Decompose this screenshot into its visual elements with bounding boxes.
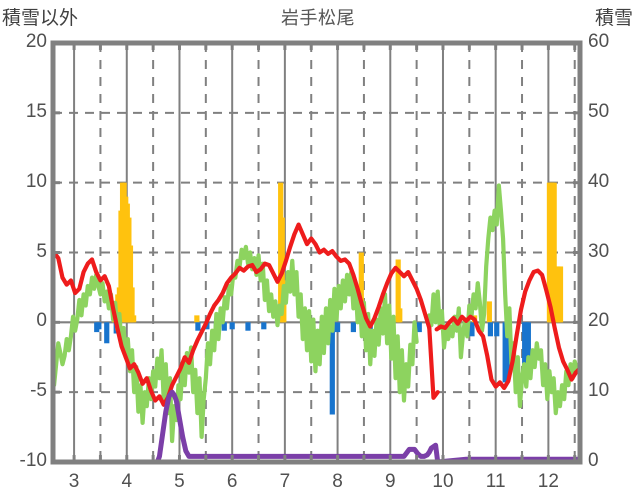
left-tick-label: -10 <box>19 450 47 471</box>
blue-bars-negative <box>261 322 267 330</box>
x-tick-label: 6 <box>226 471 238 492</box>
red-line <box>434 268 578 391</box>
page-title: 岩手松尾 <box>281 8 355 28</box>
red-line-tail <box>427 325 440 400</box>
x-tick-label: 8 <box>332 471 343 492</box>
blue-bars-negative <box>525 322 531 373</box>
snow-depth-bars-positive <box>551 182 557 323</box>
snow-depth-bars-positive <box>194 315 200 323</box>
right-tick-label: 50 <box>588 100 610 122</box>
x-tick-label: 7 <box>279 471 291 492</box>
x-tick-label: 3 <box>68 471 80 492</box>
axis-ticks <box>53 41 580 464</box>
left-tick-label: 20 <box>25 31 47 52</box>
purple-line <box>51 389 583 465</box>
blue-bars-negative <box>334 322 341 333</box>
left-tick-label: 5 <box>36 240 47 262</box>
snow-depth-bars-positive <box>131 315 137 323</box>
snow-depth-bars-positive <box>397 308 403 323</box>
snow-depth-bars-positive <box>127 245 134 323</box>
x-tick-label: 10 <box>432 471 454 492</box>
blue-bars-negative <box>195 322 201 331</box>
left-tick-label: 10 <box>25 170 47 192</box>
snow-depth-bars-positive <box>557 266 564 323</box>
snow-depth-bars-positive <box>129 287 135 323</box>
blue-bars-negative <box>245 322 251 331</box>
right-tick-label: 30 <box>588 240 610 262</box>
snow-depth-bars-positive <box>395 259 401 323</box>
blue-bars-negative <box>504 322 510 379</box>
blue-bars-negative <box>416 322 422 333</box>
right-tick-label: 20 <box>588 310 610 332</box>
x-tick-label: 4 <box>121 471 133 492</box>
right-tick-label: 0 <box>588 450 599 471</box>
right-axis-title: 積雪 <box>594 8 633 29</box>
blue-bars-negative <box>487 322 494 337</box>
blue-bars-negative <box>221 322 227 331</box>
series-layer <box>51 182 583 465</box>
left-tick-label: 15 <box>25 100 47 122</box>
left-axis-title: 積雪以外 <box>2 8 79 29</box>
blue-bars-negative <box>104 322 110 344</box>
blue-bars-negative <box>469 322 475 337</box>
red-line <box>51 222 432 407</box>
blue-bars-negative <box>329 322 335 415</box>
blue-bars-negative <box>96 322 102 330</box>
blue-bars-negative <box>494 322 500 337</box>
right-tick-label: 60 <box>588 31 610 52</box>
x-tick-label: 9 <box>384 471 396 492</box>
x-tick-label: 5 <box>174 471 185 492</box>
x-tick-label: 12 <box>537 471 559 492</box>
right-tick-label: 10 <box>588 380 610 402</box>
right-tick-label: 40 <box>588 170 610 192</box>
left-tick-label: -5 <box>30 380 47 402</box>
x-tick-label: 11 <box>485 471 506 492</box>
snow-depth-bars-positive <box>358 252 364 323</box>
snow-depth-bars-positive <box>486 301 492 323</box>
blue-bars-negative <box>350 322 356 333</box>
blue-bars-negative <box>229 322 235 330</box>
left-tick-label: 0 <box>36 310 47 332</box>
